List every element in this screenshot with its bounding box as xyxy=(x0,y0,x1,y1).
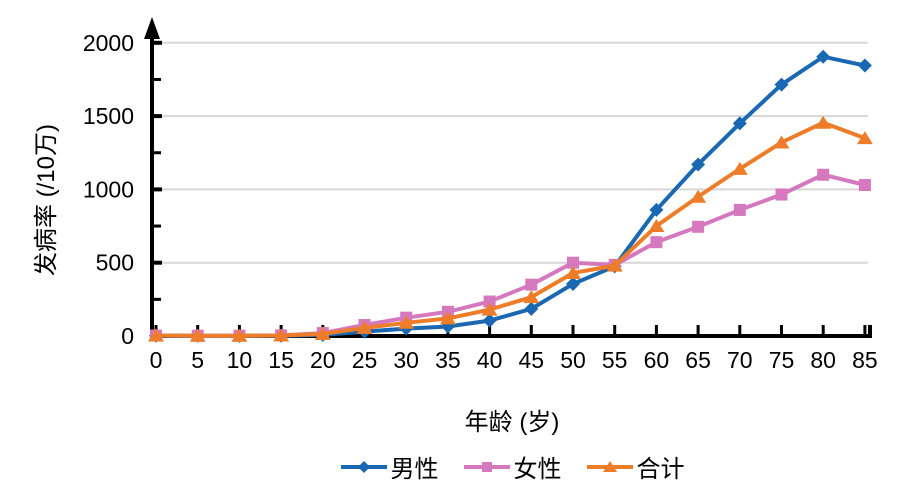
series-0-diamond xyxy=(149,49,872,343)
male-diamond-marker-icon xyxy=(340,459,388,475)
x-tick-label-60: 60 xyxy=(644,347,670,373)
data-point-triangle xyxy=(731,161,748,175)
y-tick-label-2000: 2000 xyxy=(83,30,134,56)
data-point-diamond xyxy=(774,77,789,92)
y-tick-label-500: 500 xyxy=(96,250,134,276)
data-point-triangle xyxy=(602,460,617,472)
legend-marker-svg xyxy=(586,460,633,472)
data-point-square xyxy=(858,179,871,192)
legend-marker-svg xyxy=(340,460,387,473)
series-line xyxy=(154,120,867,338)
data-point-diamond xyxy=(524,301,539,316)
x-tick-label-25: 25 xyxy=(352,347,378,373)
x-tick-label-15: 15 xyxy=(268,347,294,373)
x-tick-label-65: 65 xyxy=(685,347,711,373)
data-point-diamond xyxy=(857,58,872,73)
data-point-triangle xyxy=(314,326,331,340)
x-tick-label-40: 40 xyxy=(477,347,503,373)
x-tick-label-70: 70 xyxy=(727,347,753,373)
chart-legend: 男性 女性 合计 xyxy=(156,449,868,484)
data-point-diamond xyxy=(816,49,831,64)
data-point-square xyxy=(483,295,496,308)
series-2-triangle xyxy=(148,115,873,342)
data-point-square xyxy=(817,168,830,181)
data-point-square xyxy=(775,188,788,201)
legend-label-total: 合计 xyxy=(636,456,685,483)
x-tick-label-10: 10 xyxy=(227,347,253,373)
x-tick-label-35: 35 xyxy=(435,347,461,373)
female-square-marker-icon xyxy=(463,459,511,475)
legend-marker-svg xyxy=(463,461,510,472)
data-point-square xyxy=(525,278,538,291)
data-point-triangle xyxy=(231,328,248,342)
data-point-triangle xyxy=(773,135,790,149)
data-point-triangle xyxy=(439,311,456,325)
gridlines xyxy=(152,41,868,264)
data-point-diamond xyxy=(691,157,706,172)
data-point-diamond xyxy=(482,313,497,328)
y-axis-title: 发病率 (/10万) xyxy=(33,124,60,277)
data-point-square xyxy=(481,461,492,472)
data-point-triangle xyxy=(356,320,373,334)
data-point-triangle xyxy=(523,290,540,304)
data-point-triangle xyxy=(856,131,873,145)
data-point-diamond xyxy=(649,202,664,217)
y-axis-arrow-icon xyxy=(144,17,160,39)
legend-label-female: 女性 xyxy=(513,456,562,483)
axes xyxy=(144,17,872,338)
x-tick-label-30: 30 xyxy=(393,347,419,373)
x-tick-label-50: 50 xyxy=(560,347,586,373)
data-point-diamond xyxy=(732,116,747,131)
x-tick-label-45: 45 xyxy=(519,347,545,373)
total-triangle-marker-icon xyxy=(586,459,634,475)
data-point-triangle xyxy=(565,265,581,279)
x-tick-label-55: 55 xyxy=(602,347,628,373)
legend-label-male: 男性 xyxy=(390,456,439,483)
data-point-triangle xyxy=(189,328,206,342)
x-axis-title: 年龄 (岁) xyxy=(464,409,560,436)
data-point-square xyxy=(692,220,705,233)
tick-labels: 0 500 1000 1500 2000 0 5 10 15 20 25 30 35 40 45 50 55 60… xyxy=(83,30,878,373)
data-point-square xyxy=(567,256,579,269)
data-point-square xyxy=(733,203,746,216)
data-point-diamond xyxy=(357,460,370,473)
data-point-triangle xyxy=(648,219,665,233)
y-tick-label-1500: 1500 xyxy=(83,103,134,129)
y-tick-label-1000: 1000 xyxy=(83,176,134,202)
x-tick-label-0: 0 xyxy=(150,347,163,373)
x-tick-label-85: 85 xyxy=(852,347,878,373)
x-tick-label-80: 80 xyxy=(810,347,836,373)
chart-canvas: 0 500 1000 1500 2000 0 5 10 15 20 25 30 35 40 45 50 55 60… xyxy=(83,17,878,373)
series-line xyxy=(154,172,867,338)
data-point-triangle xyxy=(481,302,498,316)
data-point-triangle xyxy=(815,115,832,129)
legend-item-total: 合计 xyxy=(586,449,685,484)
legend-item-female: 女性 xyxy=(463,449,562,484)
x-tick-label-75: 75 xyxy=(769,347,795,373)
x-tick-label-5: 5 xyxy=(191,347,204,373)
data-point-diamond xyxy=(566,276,580,291)
x-tick-label-20: 20 xyxy=(310,347,336,373)
data-point-triangle xyxy=(148,328,164,342)
data-point-triangle xyxy=(690,189,707,203)
data-point-triangle xyxy=(606,258,623,272)
data-point-triangle xyxy=(398,315,415,329)
y-tick-label-0: 0 xyxy=(121,323,134,349)
legend-item-male: 男性 xyxy=(340,449,439,484)
data-point-triangle xyxy=(273,328,290,342)
data-point-square xyxy=(650,236,663,249)
